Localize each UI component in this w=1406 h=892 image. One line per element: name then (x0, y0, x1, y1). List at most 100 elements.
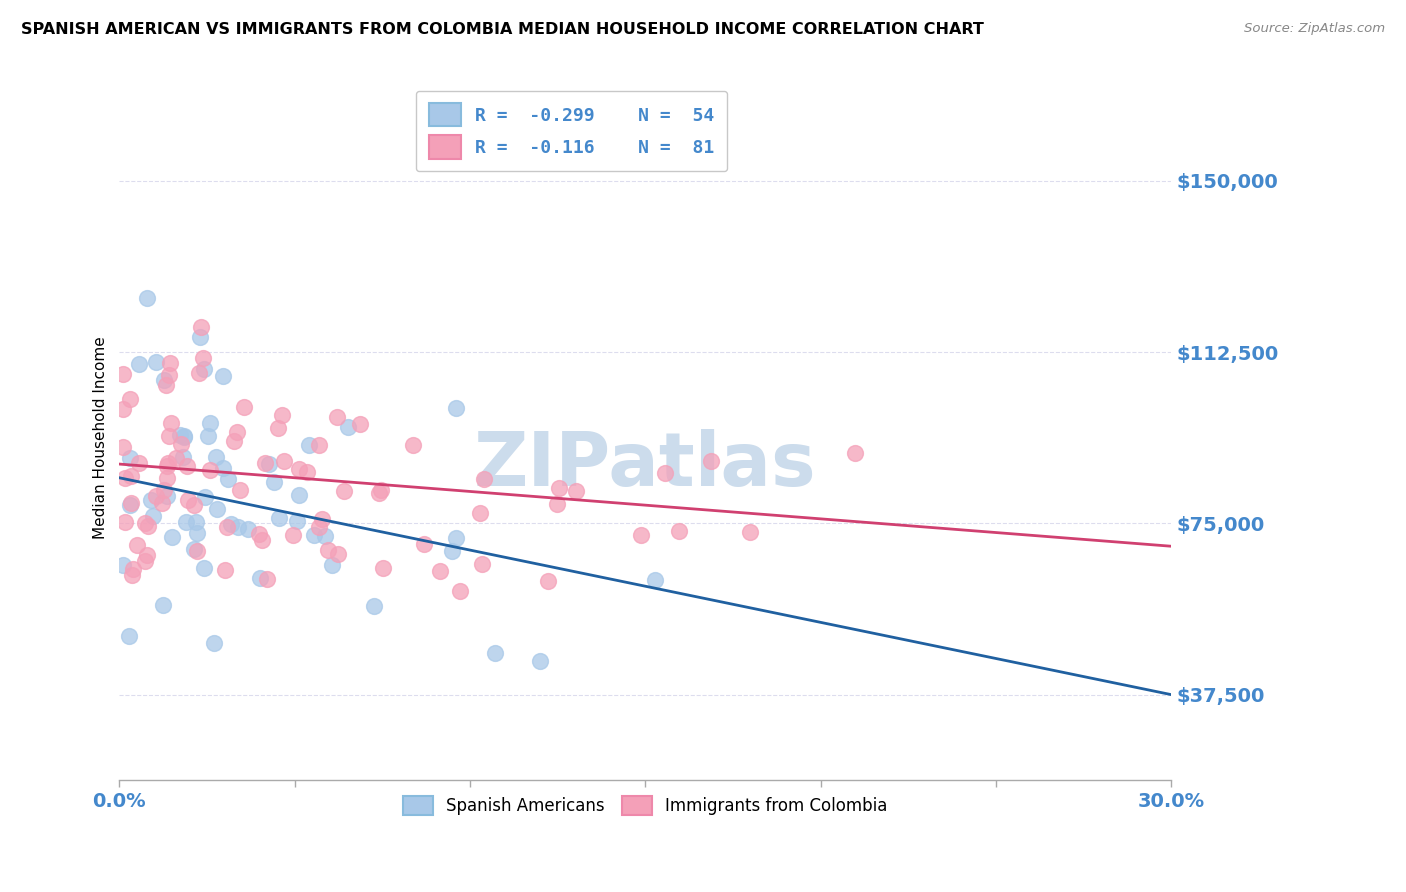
Point (228, 520, 250, 534)
Point (183, 541, 205, 556)
Point (700, 454, 723, 468)
Point (160, 530, 183, 544)
Point (273, 453, 295, 467)
Point (844, 446, 866, 460)
Point (349, 417, 371, 432)
Point (145, 489, 167, 503)
Point (367, 486, 389, 500)
Point (134, 554, 156, 568)
Point (156, 471, 179, 485)
Point (127, 538, 149, 552)
Point (136, 291, 159, 305)
Point (308, 520, 330, 534)
Point (176, 515, 198, 529)
Point (548, 481, 571, 495)
Point (529, 655, 551, 669)
Point (565, 484, 588, 499)
Point (188, 330, 211, 344)
Point (440, 544, 463, 558)
Point (122, 562, 145, 576)
Point (413, 537, 436, 551)
Point (111, 401, 134, 416)
Point (336, 419, 359, 434)
Point (212, 461, 235, 475)
Point (371, 560, 394, 574)
Point (314, 529, 336, 543)
Point (194, 490, 217, 504)
Point (302, 528, 325, 542)
Point (187, 367, 209, 381)
Point (172, 450, 194, 464)
Point (370, 483, 392, 497)
Point (472, 472, 495, 486)
Point (259, 457, 281, 471)
Point (145, 355, 167, 369)
Point (250, 533, 273, 548)
Point (321, 558, 343, 572)
Point (156, 489, 179, 503)
Point (229, 483, 252, 497)
Point (173, 430, 195, 444)
Point (136, 519, 159, 533)
Point (247, 527, 270, 541)
Point (165, 450, 187, 465)
Point (283, 528, 305, 542)
Legend: Spanish Americans, Immigrants from Colombia: Spanish Americans, Immigrants from Colom… (395, 788, 896, 823)
Point (267, 421, 290, 435)
Point (287, 514, 309, 528)
Point (114, 471, 136, 485)
Point (120, 450, 142, 465)
Point (183, 498, 205, 512)
Point (170, 437, 193, 451)
Point (308, 438, 330, 452)
Point (160, 416, 183, 430)
Point (121, 567, 143, 582)
Point (654, 466, 676, 480)
Point (263, 475, 285, 490)
Point (537, 574, 560, 588)
Y-axis label: Median Household Income: Median Household Income (93, 336, 108, 539)
Point (546, 497, 568, 511)
Point (157, 368, 180, 382)
Point (444, 531, 467, 545)
Point (111, 368, 134, 382)
Point (150, 496, 173, 510)
Point (332, 484, 354, 499)
Point (186, 525, 208, 540)
Point (186, 515, 208, 529)
Point (253, 456, 276, 470)
Point (134, 516, 156, 530)
Point (135, 548, 157, 562)
Point (630, 528, 652, 542)
Point (153, 374, 176, 388)
Point (118, 392, 141, 407)
Point (316, 543, 339, 558)
Point (159, 356, 181, 370)
Point (256, 572, 278, 586)
Point (193, 362, 215, 376)
Point (114, 515, 136, 529)
Point (668, 524, 690, 538)
Point (202, 636, 225, 650)
Point (644, 573, 666, 587)
Point (191, 351, 214, 365)
Point (363, 599, 385, 614)
Point (446, 401, 468, 415)
Point (157, 456, 180, 470)
Point (120, 469, 142, 483)
Point (176, 459, 198, 474)
Point (128, 357, 150, 371)
Point (226, 425, 249, 439)
Point (118, 629, 141, 643)
Point (267, 511, 290, 525)
Point (222, 434, 245, 448)
Point (152, 598, 174, 612)
Point (156, 458, 179, 473)
Point (214, 564, 236, 578)
Point (198, 416, 221, 430)
Point (118, 499, 141, 513)
Point (233, 400, 256, 414)
Point (177, 493, 200, 508)
Point (121, 496, 143, 510)
Point (141, 493, 163, 508)
